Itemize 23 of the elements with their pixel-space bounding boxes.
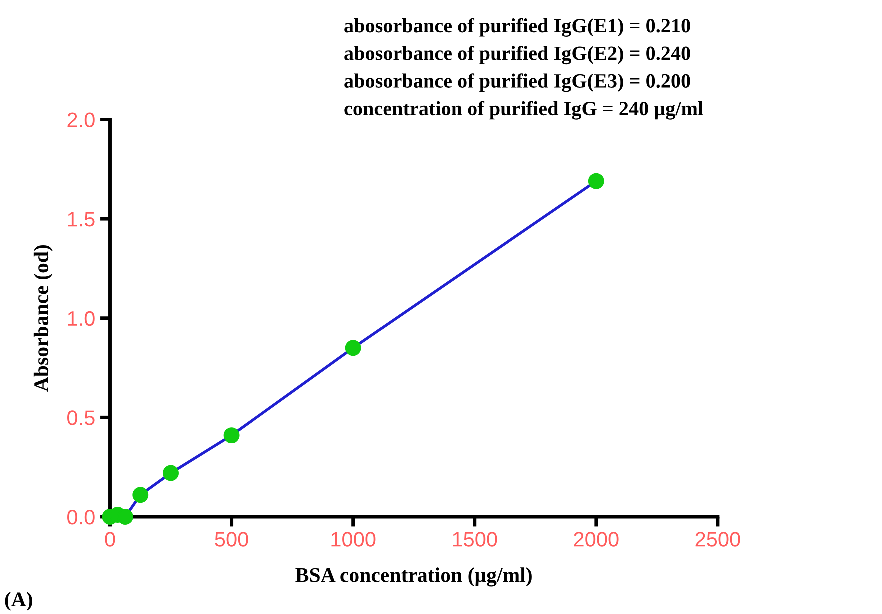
- x-tick-label: 1000: [332, 532, 376, 547]
- point: [224, 428, 240, 444]
- y-tick-label: 2.0: [68, 112, 95, 128]
- x-tick-label: 500: [215, 532, 248, 547]
- x-tick-label: 2500: [696, 532, 740, 547]
- y-tick-label: 0.5: [68, 410, 95, 426]
- x-tick-label: 1500: [453, 532, 498, 547]
- text: abosorbance of purified IgG(E3) = 0.200: [344, 74, 690, 92]
- point: [588, 173, 604, 190]
- point: [163, 465, 179, 482]
- point: [345, 340, 362, 356]
- y-axis-title: Absorbance (od): [34, 245, 53, 392]
- y-tick-label: 1.5: [68, 212, 95, 227]
- y-tick-label: 1.0: [68, 311, 95, 326]
- point: [132, 487, 149, 504]
- text: abosorbance of purified IgG(E1) = 0.210: [344, 18, 690, 37]
- x-tick-label: 2000: [574, 532, 619, 547]
- x-tick-label: 0: [105, 532, 116, 547]
- text: (A): [5, 592, 32, 611]
- text: abosorbance of purified IgG(E2) = 0.240: [344, 46, 690, 65]
- x-axis-title: BSA concentration (μg/ml): [296, 568, 532, 587]
- annotation: concentration of purified IgG = 240 μg/ml: [344, 101, 704, 120]
- y-tick-label: 0.0: [68, 510, 95, 525]
